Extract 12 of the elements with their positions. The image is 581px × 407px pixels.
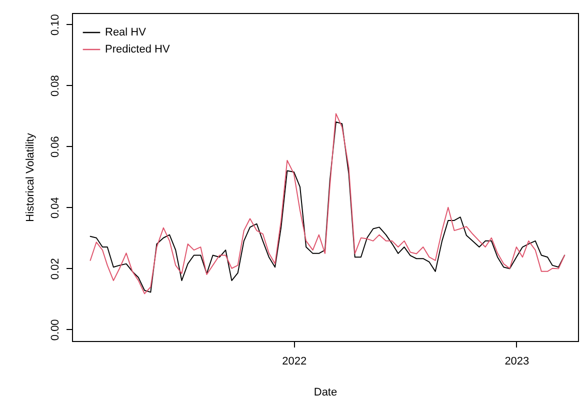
y-axis-title: Historical Volatility (24, 132, 36, 222)
x-axis-title: Date (314, 386, 338, 398)
y-tick-label: 0.02 (50, 258, 62, 280)
y-tick-label: 0.06 (50, 136, 62, 158)
legend-label: Predicted HV (105, 44, 170, 56)
x-tick-label: 2023 (504, 356, 530, 368)
legend-label: Real HV (105, 26, 147, 38)
y-tick-label: 0.08 (50, 75, 62, 97)
y-tick-label: 0.04 (50, 197, 62, 219)
y-tick-label: 0.00 (50, 319, 62, 341)
y-tick-label: 0.10 (50, 14, 62, 36)
x-tick-label: 2022 (282, 356, 307, 368)
